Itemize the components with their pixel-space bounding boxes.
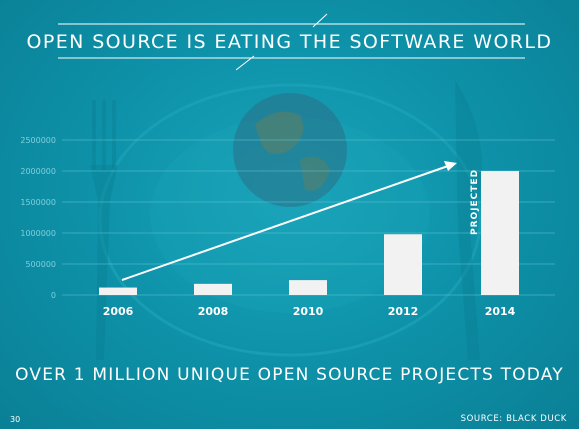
- y-tick-label: 2000000: [20, 167, 56, 176]
- x-axis: 2006 2008 2010 2012 2014: [103, 305, 516, 318]
- footer-bar: [0, 429, 579, 435]
- slide-title: OPEN SOURCE IS EATING THE SOFTWARE WORLD: [26, 31, 553, 53]
- bar-2014: [481, 171, 519, 295]
- trend-arrow: [121, 161, 457, 281]
- page-number: 30: [10, 415, 21, 424]
- plate-icon: [98, 83, 482, 357]
- y-tick-label: 1500000: [20, 198, 56, 207]
- y-axis: 0 500000 1000000 1500000 2000000 2500000: [20, 136, 56, 300]
- source-credit: SOURCE: BLACK DUCK: [460, 414, 567, 424]
- bars: [99, 171, 519, 295]
- slide-subtitle: OVER 1 MILLION UNIQUE OPEN SOURCE PROJEC…: [15, 365, 564, 385]
- bar-2008: [194, 283, 232, 295]
- x-tick-label: 2012: [388, 305, 419, 318]
- knife-icon: [455, 80, 482, 360]
- title-rule: [58, 13, 525, 71]
- projected-label: PROJECTED: [470, 169, 480, 235]
- bar-2010: [289, 280, 327, 295]
- y-tick-label: 0: [51, 291, 56, 300]
- y-tick-label: 2500000: [20, 136, 56, 145]
- y-tick-label: 500000: [25, 260, 56, 269]
- x-tick-label: 2008: [198, 305, 229, 318]
- globe-icon: [233, 93, 347, 207]
- bar-2012: [384, 234, 422, 295]
- x-tick-label: 2014: [485, 305, 516, 318]
- x-tick-label: 2010: [293, 305, 324, 318]
- chart-grid: [62, 139, 555, 296]
- y-tick-label: 1000000: [20, 229, 56, 238]
- fork-icon: [90, 100, 118, 360]
- bar-2006: [99, 287, 137, 295]
- x-tick-label: 2006: [103, 305, 134, 318]
